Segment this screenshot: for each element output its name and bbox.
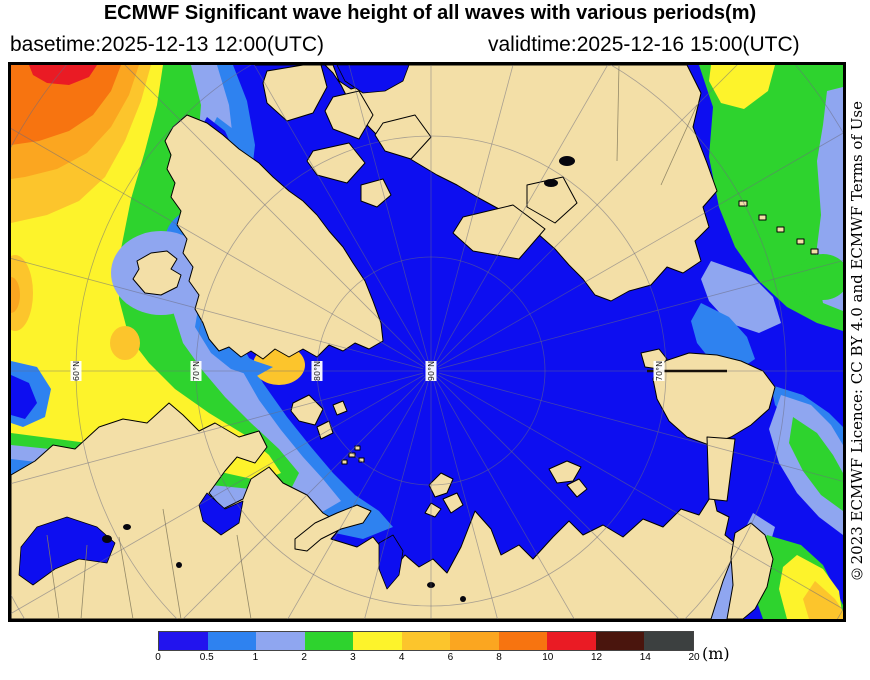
latitude-label: 80°N — [311, 361, 323, 381]
basetime-label: basetime:2025-12-13 12:00(UTC) — [10, 33, 324, 56]
white-sea — [198, 492, 244, 536]
kamchatka-peninsula — [726, 522, 774, 620]
validtime-label: validtime:2025-12-16 15:00(UTC) — [488, 33, 800, 56]
colorbar-segment — [498, 632, 548, 650]
svg-text:90°N: 90°N — [427, 361, 436, 381]
greenland — [164, 114, 384, 360]
wave-height-colorbar — [158, 631, 694, 651]
svalbard — [290, 394, 324, 426]
bering-sea-bands — [691, 65, 849, 371]
latitude-label: 60°N — [70, 361, 82, 381]
latitude-label: 70°N — [190, 361, 202, 381]
svg-text:70°N: 70°N — [192, 361, 201, 381]
latitude-label: 90°N — [425, 361, 437, 381]
latitude-label: 70°N — [653, 361, 665, 381]
banks-island — [526, 176, 578, 224]
svg-text:80°N: 80°N — [313, 361, 322, 381]
colorbar-segment — [401, 632, 451, 650]
colorbar-tick-label: 8 — [496, 652, 502, 663]
copyright-text: ©2023 ECMWF Licence: CC BY 4.0 and ECMWF… — [848, 101, 866, 583]
colorbar-tick-label: 12 — [590, 652, 603, 663]
colorbar-tick-label: 0.5 — [199, 652, 214, 663]
political-borders — [46, 64, 698, 620]
colorbar-tick-label: 1 — [252, 652, 259, 663]
page-title: ECMWF Significant wave height of all wav… — [103, 2, 757, 24]
colorbar-segment — [304, 632, 354, 650]
colorbar-unit-label: (m) — [702, 644, 730, 663]
victoria-island — [452, 204, 546, 260]
colorbar-tick-label: 14 — [639, 652, 651, 663]
novaya-zemlya — [294, 504, 372, 552]
baltic-sea — [18, 516, 116, 586]
colorbar-tick-label: 2 — [301, 652, 307, 663]
iceland — [132, 250, 182, 296]
colorbar-tick-label: 6 — [447, 652, 454, 663]
okhotsk-sea-bands — [711, 385, 843, 619]
colorbar-tick-labels: 0 0.5 1 2 3 4 6 8 10 12 14 20 — [155, 652, 699, 666]
latitude-labels: 60°N 70°N 80°N 90°N 70°N — [70, 361, 665, 381]
colorbar-tick-label: 3 — [350, 652, 356, 663]
colorbar-segment — [256, 632, 305, 650]
chukotka-landmass — [652, 352, 776, 446]
svg-text:70°N: 70°N — [655, 361, 664, 381]
colorbar-segment — [450, 632, 499, 650]
colorbar-segment — [207, 632, 257, 650]
colorbar-tick-label: 10 — [542, 652, 554, 663]
colorbar-segment — [644, 632, 694, 650]
colorbar-tick-label: 4 — [398, 652, 405, 663]
colorbar-segment — [547, 632, 596, 650]
colorbar-tick-label: 0 — [155, 652, 161, 663]
colorbar-segment — [159, 632, 208, 650]
landmasses — [10, 64, 819, 620]
colorbar-tick-label: 20 — [688, 652, 700, 663]
colorbar-segment — [353, 632, 402, 650]
colorbar-segment — [595, 632, 645, 650]
svg-text:60°N: 60°N — [72, 361, 81, 381]
copyright-sidebar: ©2023 ECMWF Licence: CC BY 4.0 and ECMWF… — [845, 62, 869, 622]
